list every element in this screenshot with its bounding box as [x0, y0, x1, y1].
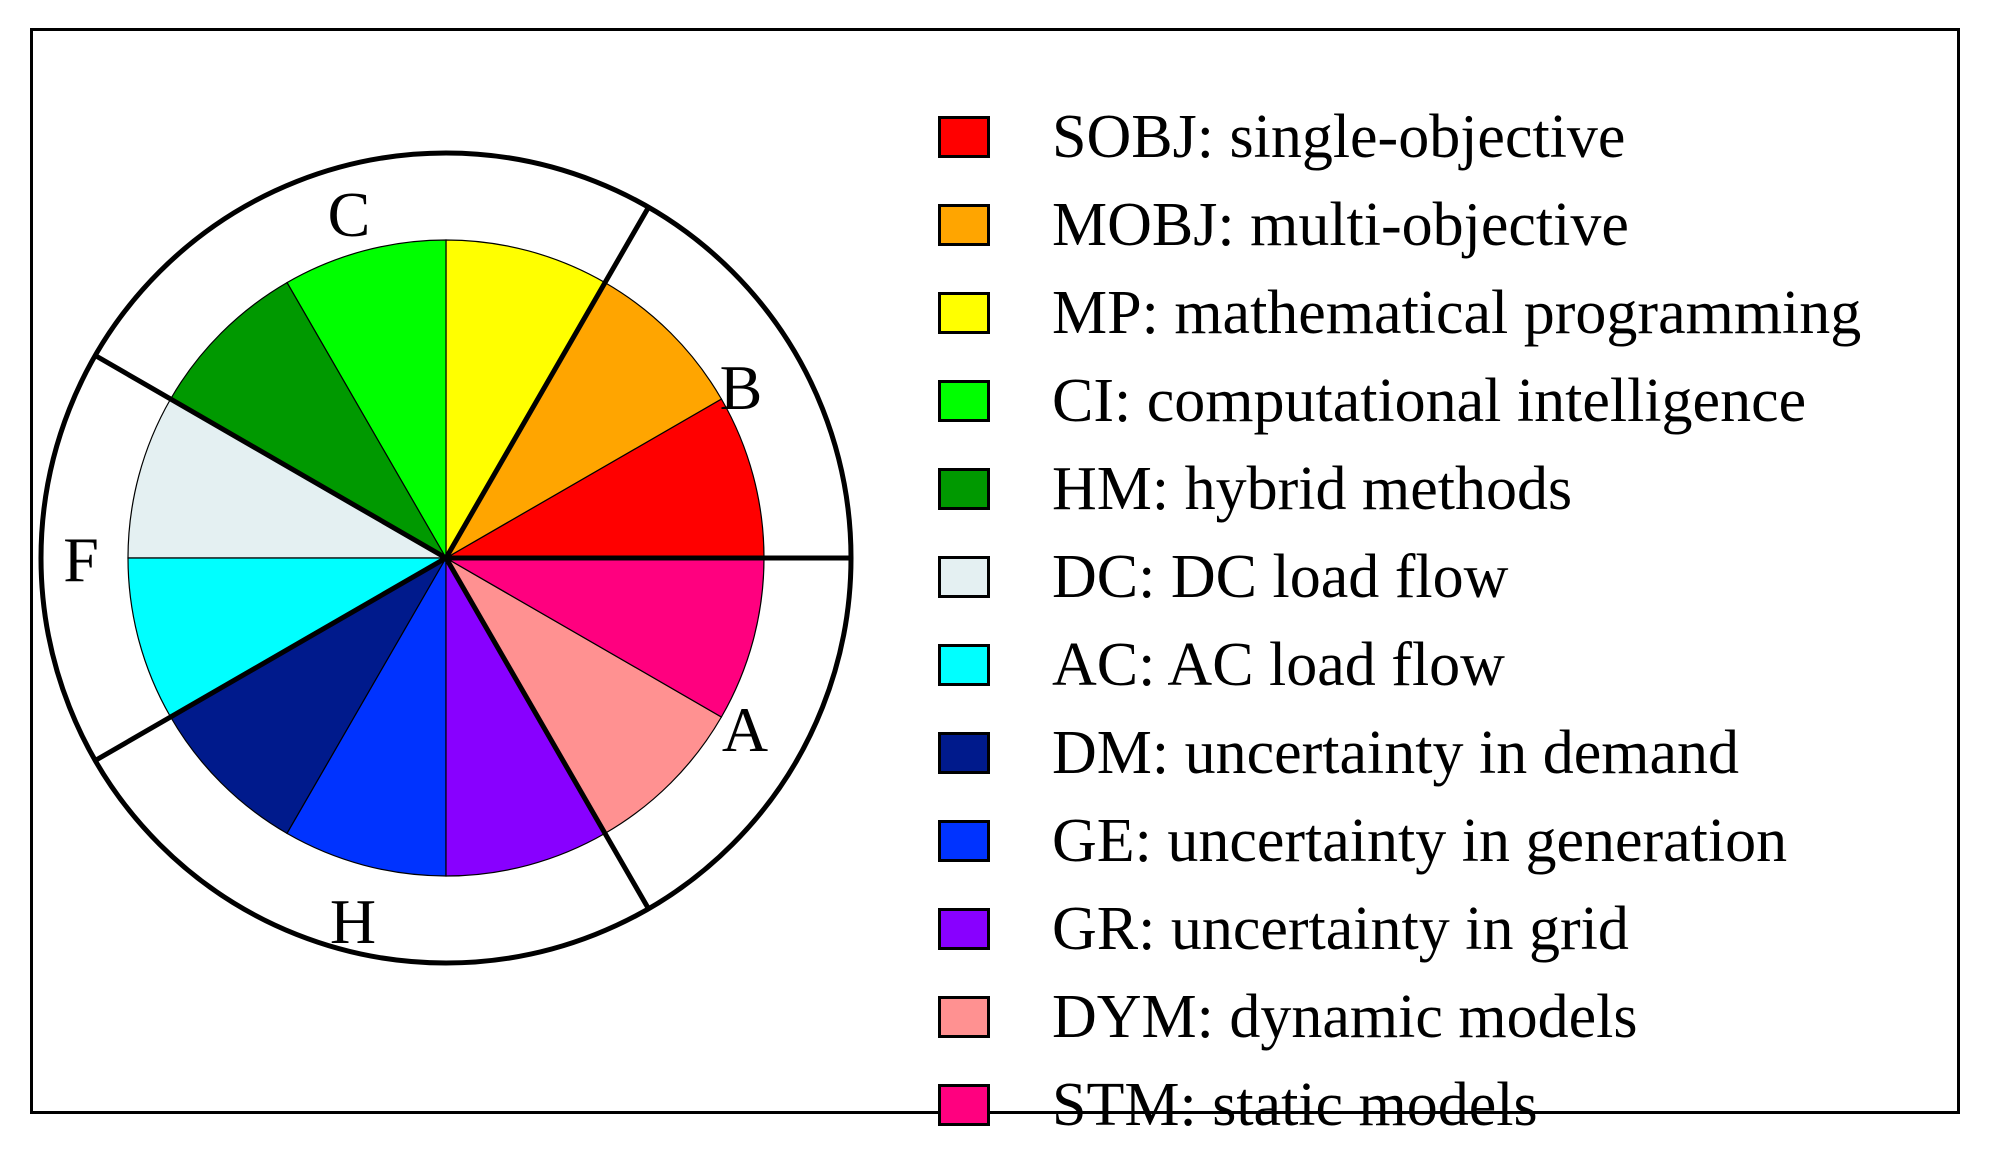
- slice-dc: [127, 398, 449, 559]
- figure-frame: C B F A H SOBJ: single-objective MOBJ: m…: [30, 28, 1960, 1136]
- legend-label: SOBJ: single-objective: [1052, 103, 1626, 171]
- slice-dm: [169, 556, 448, 835]
- legend-label: CI: computational intelligence: [1052, 367, 1807, 435]
- legend-label: STM: static models: [1052, 1071, 1538, 1139]
- group-label-b: B: [720, 352, 763, 423]
- group-label-f: F: [63, 524, 99, 595]
- legend-item-dc: DC: DC load flow: [938, 533, 1861, 621]
- group-label-a: A: [722, 694, 768, 765]
- legend-swatch: [938, 996, 990, 1038]
- legend-label: GE: uncertainty in generation: [1052, 807, 1788, 875]
- legend-swatch: [938, 820, 990, 862]
- legend-item-dm: DM: uncertainty in demand: [938, 709, 1861, 797]
- legend: SOBJ: single-objective MOBJ: multi-objec…: [938, 93, 1861, 1149]
- group-divider: [443, 206, 651, 560]
- legend-swatch: [938, 116, 990, 158]
- slice-sobj: [443, 398, 765, 559]
- legend-item-dym: DYM: dynamic models: [938, 973, 1861, 1061]
- group-divider: [443, 556, 651, 910]
- legend-item-ci: CI: computational intelligence: [938, 357, 1861, 445]
- slice-stm: [443, 557, 765, 718]
- legend-swatch: [938, 468, 990, 510]
- legend-swatch: [938, 380, 990, 422]
- legend-swatch: [938, 732, 990, 774]
- legend-label: MP: mathematical programming: [1052, 279, 1862, 347]
- legend-swatch: [938, 644, 990, 686]
- legend-swatch: [938, 908, 990, 950]
- slice-mobj: [444, 281, 723, 560]
- legend-swatch: [938, 1084, 990, 1126]
- legend-label: GR: uncertainty in grid: [1052, 895, 1629, 963]
- legend-label: HM: hybrid methods: [1052, 455, 1573, 523]
- legend-swatch: [938, 292, 990, 334]
- group-divider: [94, 555, 448, 763]
- slice-ge: [286, 555, 447, 877]
- legend-item-mp: MP: mathematical programming: [938, 269, 1861, 357]
- legend-item-sobj: SOBJ: single-objective: [938, 93, 1861, 181]
- slice-dym: [444, 556, 723, 835]
- slice-hm: [169, 281, 448, 560]
- legend-label: DYM: dynamic models: [1052, 983, 1638, 1051]
- group-label-c: C: [328, 179, 371, 250]
- legend-item-hm: HM: hybrid methods: [938, 445, 1861, 533]
- legend-item-ac: AC: AC load flow: [938, 621, 1861, 709]
- slice-ac: [127, 557, 449, 718]
- group-divider: [94, 353, 448, 561]
- legend-label: DC: DC load flow: [1052, 543, 1509, 611]
- legend-item-stm: STM: static models: [938, 1061, 1861, 1149]
- legend-item-gr: GR: uncertainty in grid: [938, 885, 1861, 973]
- classification-wheel: C B F A H: [38, 150, 854, 966]
- legend-label: MOBJ: multi-objective: [1052, 191, 1629, 259]
- group-label-h: H: [330, 886, 376, 957]
- legend-swatch: [938, 204, 990, 246]
- legend-label: DM: uncertainty in demand: [1052, 719, 1739, 787]
- legend-item-ge: GE: uncertainty in generation: [938, 797, 1861, 885]
- legend-item-mobj: MOBJ: multi-objective: [938, 181, 1861, 269]
- legend-label: AC: AC load flow: [1052, 631, 1505, 699]
- legend-swatch: [938, 556, 990, 598]
- slice-mp: [445, 239, 606, 561]
- slice-ci: [286, 239, 447, 561]
- slice-gr: [445, 555, 606, 877]
